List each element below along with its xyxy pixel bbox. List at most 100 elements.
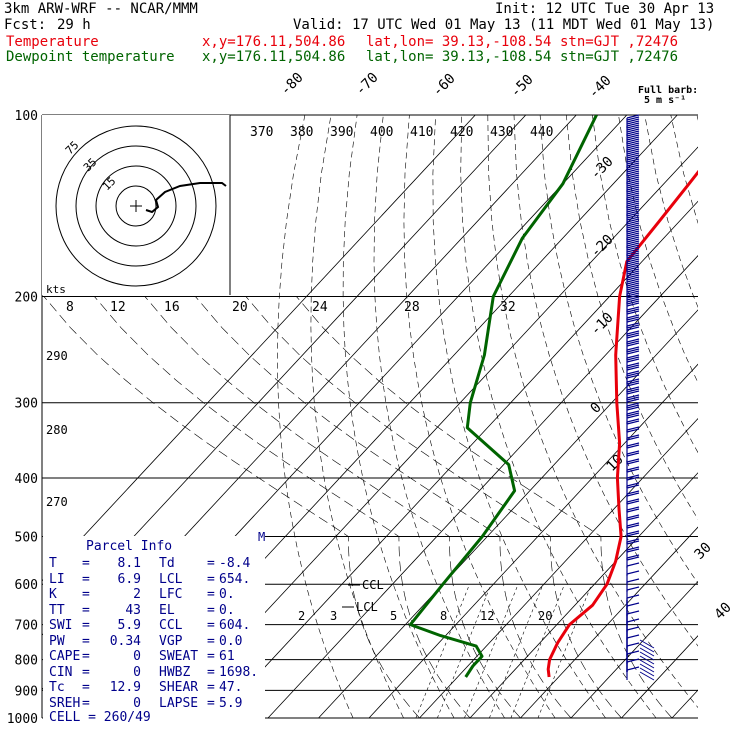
upper-scale-label: 16	[164, 300, 180, 315]
parcel-label: =	[207, 664, 215, 680]
wind-barb-flag	[626, 208, 640, 213]
wind-barb-flag	[626, 190, 640, 195]
wind-barb-flag	[626, 212, 640, 217]
wind-barb-flag	[626, 540, 640, 545]
reference-lines	[42, 115, 698, 719]
isotherm-line	[671, 689, 698, 719]
dry-adiabat	[460, 115, 657, 719]
parcel-info-row: T = 8.1 Td = -8.4	[49, 556, 250, 571]
wind-barb-flag	[626, 610, 640, 615]
wind-barb-flag	[626, 174, 640, 179]
mixing-ratio-line	[437, 584, 492, 719]
wind-barb-flag	[626, 188, 640, 193]
theta-tick-label: 440	[530, 125, 553, 140]
dewpoint-latlon: lat,lon= 39.13,-108.54	[366, 49, 552, 65]
wind-barb-flag	[626, 532, 640, 537]
wind-barb-flag	[626, 428, 640, 433]
wind-barb-flag	[626, 378, 640, 383]
dewpoint-xy: x,y=176.11,504.86	[202, 49, 346, 65]
wind-barbs	[626, 114, 655, 681]
isotherm-line	[469, 472, 698, 719]
wind-barb-flag	[626, 546, 640, 551]
hodograph: 15 35 75 kts	[42, 115, 231, 296]
theta-tick-label: 410	[410, 125, 433, 140]
wind-barb-flag	[626, 500, 640, 505]
moist-adiabat	[94, 296, 471, 719]
wind-barb-flag	[626, 142, 640, 147]
temperature-station: stn=GJT ,72476	[560, 34, 679, 50]
parcel-label: SREH	[49, 695, 81, 711]
theta-tick-label: 370	[250, 125, 273, 140]
wind-barb-flag	[626, 634, 640, 639]
adiabat-tick-label: 270	[46, 495, 68, 509]
moist-adiabat	[195, 296, 572, 719]
isotherm-line	[520, 526, 698, 719]
wind-barb-flag	[626, 516, 640, 521]
pressure-tick-label: 700	[15, 619, 38, 634]
wind-barb-flag	[626, 182, 640, 187]
wind-barb-flag	[626, 484, 640, 489]
wind-barb-flag	[626, 362, 640, 367]
wind-barb-flag	[626, 262, 640, 267]
parcel-label: =	[82, 633, 90, 649]
parcel-info-row: SREH = 0 LAPSE = 5.9	[49, 696, 249, 711]
parcel-value: 0.	[219, 587, 235, 602]
wind-barb-flag	[626, 366, 640, 371]
wind-barb	[626, 322, 640, 336]
wind-barb-flag	[626, 204, 640, 209]
mixing-ratio-label: 2	[298, 609, 305, 623]
mixing-ratio-line	[537, 584, 592, 719]
wind-barb-flag	[626, 436, 640, 441]
isotherm-tick-label: -60	[430, 71, 459, 100]
low-level-barb	[639, 647, 655, 657]
wind-barb-flag	[626, 252, 640, 257]
model-title: 3km ARW-WRF -- NCAR/MMM	[4, 1, 198, 17]
wind-barb-flag	[626, 388, 640, 393]
wind-barb-flag	[626, 298, 640, 303]
wind-barb-flag	[626, 214, 640, 219]
wind-barb-flag	[626, 120, 640, 125]
wind-barb-flag	[626, 450, 640, 455]
wind-barb-flag	[626, 350, 640, 355]
isotherm-tick-label: -70	[353, 70, 382, 99]
dry-adiabat	[432, 115, 606, 719]
dewpoint-profile	[408, 115, 598, 678]
wind-barb-flag	[626, 240, 640, 245]
parcel-value: 2	[133, 587, 141, 602]
wind-barb-flag	[626, 162, 640, 167]
wind-barb-flag	[626, 282, 640, 287]
dry-adiabat	[277, 115, 354, 719]
wind-barb	[626, 226, 640, 240]
wind-barb-flag	[626, 442, 640, 447]
pressure-tick-label: 500	[15, 530, 38, 545]
adiabat-tick-label: 280	[46, 423, 68, 437]
temperature-xy: x,y=176.11,504.86	[202, 34, 346, 50]
wind-barb-flag	[626, 426, 640, 431]
moist-adiabat	[43, 296, 420, 719]
parcel-cell-motion: CELL = 260/49	[49, 710, 151, 725]
wind-barb-flag	[626, 420, 640, 425]
wind-barb-flag	[626, 354, 640, 359]
wind-barb-flag	[626, 166, 640, 171]
parcel-value: 61	[219, 649, 235, 664]
wind-barb-flag	[626, 270, 640, 275]
low-level-barb	[639, 671, 655, 681]
wind-barb-flag	[626, 382, 640, 387]
wind-barb-flag	[626, 386, 640, 391]
parcel-info-row: CAPE = 0 SWEAT = 61	[49, 649, 249, 664]
wind-barb-flag	[626, 330, 640, 335]
wind-barb-flag	[626, 274, 640, 279]
wind-barb-flag	[626, 602, 640, 607]
parcel-label: =	[82, 571, 90, 587]
mixing-ratio-label: 3	[330, 609, 337, 623]
upper-scale-label: 12	[110, 300, 126, 315]
hodograph-units: kts	[46, 283, 66, 296]
low-level-barb	[639, 659, 655, 669]
isotherm-tick-label: -80	[278, 70, 307, 99]
wind-barb	[626, 130, 640, 144]
wind-barb-flag	[626, 134, 640, 139]
wind-barb	[626, 194, 640, 208]
mixing-ratio-label: 20	[538, 609, 552, 623]
wind-barb-flag	[626, 226, 640, 231]
